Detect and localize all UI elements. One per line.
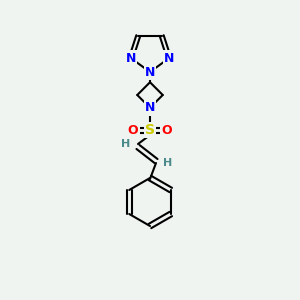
Text: S: S [145, 123, 155, 137]
Text: N: N [126, 52, 136, 65]
Text: N: N [164, 52, 174, 65]
Text: H: H [122, 139, 130, 149]
Text: O: O [128, 124, 138, 136]
Text: O: O [162, 124, 172, 136]
Text: N: N [145, 101, 155, 114]
Text: N: N [145, 65, 155, 79]
Text: H: H [164, 158, 172, 168]
